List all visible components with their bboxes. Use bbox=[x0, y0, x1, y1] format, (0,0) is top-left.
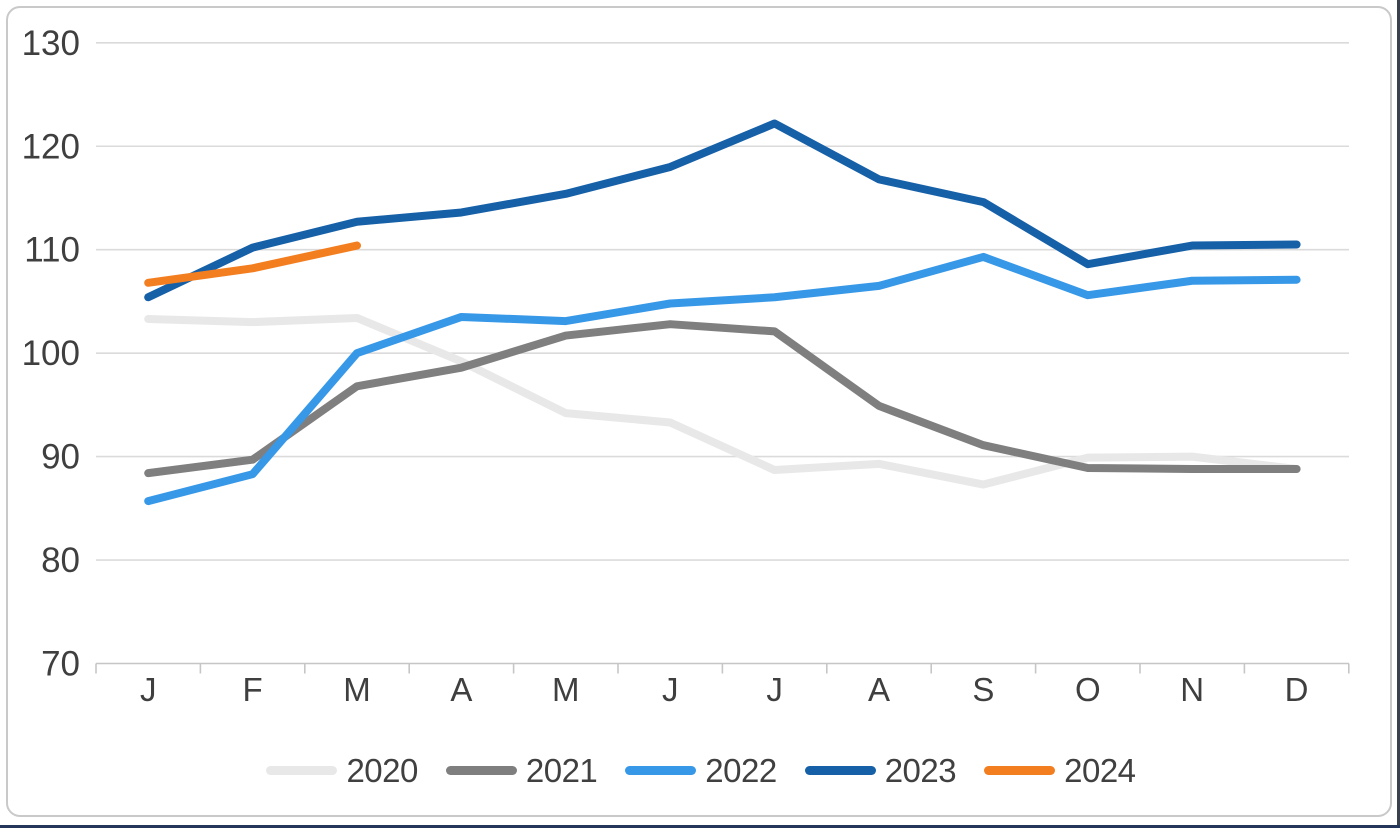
x-axis-month-label: M bbox=[552, 671, 580, 708]
y-axis-tick-label: 100 bbox=[22, 334, 80, 373]
x-axis-month-label: D bbox=[1285, 671, 1309, 708]
x-axis-month-label: A bbox=[450, 671, 472, 708]
x-axis-month-label: A bbox=[868, 671, 890, 708]
series-line-2023 bbox=[144, 119, 1301, 302]
y-axis-tick-label: 90 bbox=[41, 438, 80, 477]
x-axis-month-label: J bbox=[766, 671, 783, 708]
bottom-edge-strip bbox=[0, 825, 1400, 828]
x-axis-month-label: J bbox=[662, 671, 679, 708]
x-axis-month-label: O bbox=[1075, 671, 1101, 708]
y-axis-tick-label: 70 bbox=[41, 645, 80, 684]
chart-frame: 130 120 110 100 90 80 70 J F M A M J J A S O N D 2020 2021 2… bbox=[6, 6, 1392, 817]
series-line-2021 bbox=[144, 320, 1301, 478]
y-axis-tick-label: 110 bbox=[24, 231, 80, 270]
y-axis-tick-label: 80 bbox=[41, 541, 80, 580]
series-line-2020 bbox=[144, 313, 1301, 489]
right-edge-strip bbox=[1397, 0, 1400, 828]
x-axis-month-label: J bbox=[140, 671, 157, 708]
x-axis-month-label: F bbox=[243, 671, 263, 708]
x-axis-month-label: M bbox=[343, 671, 371, 708]
y-axis-tick-label: 120 bbox=[22, 127, 80, 166]
x-axis-month-label: N bbox=[1180, 671, 1204, 708]
series-line-2022 bbox=[144, 252, 1301, 506]
x-axis-month-label: S bbox=[972, 671, 994, 708]
y-axis-tick-label: 130 bbox=[22, 24, 80, 63]
series-line-2024 bbox=[144, 241, 361, 287]
